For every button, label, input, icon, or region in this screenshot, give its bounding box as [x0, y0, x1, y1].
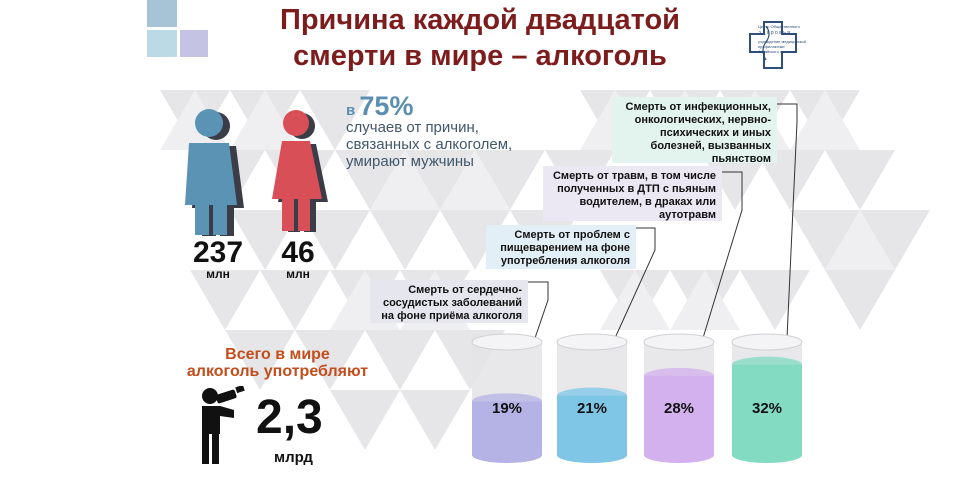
cause-4-line-1: Смерть от инфекционных, [625, 101, 771, 113]
percent-text-line-2: связанных с алкоголем, [346, 136, 513, 153]
cause-callout-4: Смерть от инфекционных, онкологических, … [612, 97, 777, 165]
cylinder-fill-4 [732, 364, 802, 455]
cause-2-line-1: Смерть от проблем с [514, 229, 630, 241]
cause-2-line-3: употребления алкоголя [500, 255, 630, 267]
percent-text-line-1: случаев от причин, [346, 119, 479, 136]
percent-prefix: в [346, 102, 356, 119]
cause-callout-3: Смерть от травм, в том числе полученных … [543, 166, 722, 221]
total-label-line-2: алкоголь употребляют [186, 363, 369, 380]
cylinder-4 [731, 333, 803, 463]
page-title: Причина каждой двадцатой смерти в мире –… [200, 2, 760, 74]
women-value: 46 [281, 236, 315, 269]
cause-2-line-2: пищеварением на фоне [500, 242, 630, 254]
drinking-person-icon [202, 386, 245, 464]
cause-1-percent: 19% [491, 400, 523, 417]
cylinder-top-3 [643, 333, 715, 351]
men-percentage-text: в 75% случаев от причин, связанных с алк… [346, 93, 536, 171]
title-line-2: смерти в мире – алкоголь [293, 40, 667, 72]
man-figure-icon [185, 109, 244, 236]
cylinder-top-4 [731, 333, 803, 351]
cylinder-fill-top-2 [557, 387, 627, 404]
cylinder-top-1 [471, 333, 543, 351]
cylinder-1 [471, 333, 543, 463]
logo-text-4: профилактики [758, 44, 785, 49]
logo: Центр Общественного З д о р о в ь я учре… [744, 20, 808, 70]
cylinder-bottom-4 [732, 447, 802, 463]
logo-text-2: З д о р о в ь я [758, 31, 790, 36]
logo-text-5: Алтайского края [758, 49, 789, 54]
cylinder-top-2 [556, 333, 628, 351]
cause-1-line-1: Смерть от сердечно- [408, 284, 522, 296]
women-unit: млн [286, 267, 310, 281]
cause-3-percent: 28% [663, 400, 695, 417]
men-unit: млн [206, 267, 230, 281]
cause-4-line-5: пьянством [711, 153, 771, 165]
logo-text-1: Центр Общественного [758, 24, 800, 29]
cylinder-bottom-3 [644, 447, 714, 463]
cause-2-percent: 21% [576, 400, 608, 417]
logo-cross-icon [749, 21, 797, 69]
cause-4-percent: 32% [751, 400, 783, 417]
total-label: Всего в мире алкоголь употребляют [170, 346, 385, 380]
cause-3-line-3: водителем, в драках или [579, 196, 716, 208]
cylinder-fill-top-4 [732, 356, 802, 373]
men-value: 237 [192, 236, 244, 269]
cause-callout-1: Смерть от сердечно- сосудистых заболеван… [370, 280, 528, 323]
cause-4-line-4: болезней, вызванных [650, 140, 771, 152]
percent-value: 75% [359, 91, 414, 121]
cause-3-line-1: Смерть от травм, в том числе [552, 170, 716, 182]
cause-callout-2: Смерть от проблем с пищеварением на фоне… [486, 225, 636, 269]
cylinder-fill-1 [472, 401, 542, 455]
cylinder-fill-3 [644, 375, 714, 455]
cylinder-fill-top-1 [472, 393, 542, 410]
total-label-line-1: Всего в мире [225, 346, 330, 363]
cause-4-line-2: онкологических, нервно- [634, 114, 771, 126]
logo-text-3: учреждение медицинской [758, 39, 806, 44]
cause-4-line-3: психических и иных [659, 127, 771, 139]
cause-3-line-4: аутотравм [658, 209, 716, 221]
cylinder-bottom-1 [472, 447, 542, 463]
title-line-1: Причина каждой двадцатой [279, 4, 681, 36]
total-value: 2,3 [256, 391, 323, 444]
percent-text-line-3: умирают мужчины [346, 153, 474, 170]
cause-1-line-2: сосудистых заболеваний [382, 297, 522, 309]
total-unit: млрд [274, 449, 313, 466]
cause-1-line-3: на фоне приёма алкоголя [381, 310, 522, 322]
cause-3-line-2: полученных в ДТП с пьяным [557, 183, 716, 195]
cylinder-2 [556, 333, 628, 463]
cylinder-fill-top-3 [644, 367, 714, 384]
woman-figure-icon [272, 110, 328, 232]
cylinder-fill-2 [557, 395, 627, 455]
cylinder-3 [643, 333, 715, 463]
cylinder-bottom-2 [557, 447, 627, 463]
